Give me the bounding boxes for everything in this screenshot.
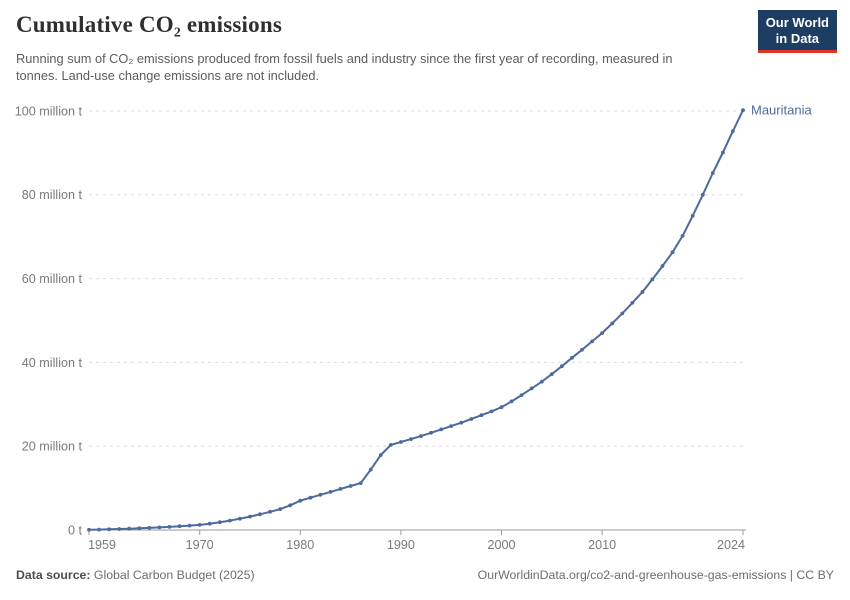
chart-subtitle: Running sum of CO₂ emissions produced fr… (16, 51, 673, 84)
data-point[interactable] (620, 311, 625, 316)
data-point[interactable] (348, 484, 353, 488)
y-tick-label: 20 million t (22, 440, 83, 454)
x-tick-label: 1970 (186, 538, 214, 552)
data-point[interactable] (519, 393, 524, 397)
data-point[interactable] (489, 409, 494, 414)
data-point[interactable] (560, 364, 564, 369)
data-point[interactable] (368, 467, 373, 472)
data-point[interactable] (731, 129, 735, 134)
data-point[interactable] (258, 512, 262, 517)
entity-label[interactable]: Mauritania (751, 103, 812, 118)
y-tick-label: 0 t (68, 523, 83, 537)
data-point[interactable] (600, 331, 604, 335)
data-point[interactable] (690, 213, 695, 218)
data-point[interactable] (97, 527, 101, 532)
data-point[interactable] (449, 424, 454, 428)
data-point[interactable] (529, 386, 534, 391)
data-point[interactable] (469, 417, 474, 421)
data-point[interactable] (298, 498, 303, 503)
data-point[interactable] (187, 523, 192, 528)
data-point[interactable] (429, 430, 433, 435)
data-point[interactable] (710, 171, 715, 175)
data-point[interactable] (439, 427, 444, 432)
footer-link[interactable]: OurWorldinData.org/co2-and-greenhouse-ga… (477, 568, 834, 582)
data-point[interactable] (741, 108, 745, 113)
page-title: Cumulative CO₂ emissions (16, 12, 282, 37)
y-tick-label: 60 million t (22, 272, 83, 286)
y-tick-label: 100 million t (15, 104, 83, 118)
owid-logo-line1: Our World (765, 15, 829, 30)
data-point[interactable] (660, 264, 665, 268)
y-tick-label: 40 million t (22, 356, 83, 370)
data-point[interactable] (157, 525, 162, 530)
data-point[interactable] (197, 523, 202, 527)
data-point[interactable] (167, 525, 172, 529)
data-point[interactable] (539, 379, 544, 384)
data-point[interactable] (650, 277, 655, 282)
data-point[interactable] (680, 234, 685, 238)
data-point[interactable] (147, 526, 152, 530)
data-point[interactable] (549, 372, 554, 376)
data-point[interactable] (217, 520, 222, 525)
x-tick-label: 2010 (588, 538, 616, 552)
x-tick-label: 2000 (488, 538, 516, 552)
data-point[interactable] (388, 443, 393, 447)
data-point[interactable] (399, 440, 403, 444)
data-point[interactable] (238, 516, 242, 521)
owid-logo[interactable]: Our World in Data (757, 10, 837, 54)
data-point[interactable] (580, 347, 584, 352)
data-point[interactable] (288, 503, 293, 508)
data-point[interactable] (278, 507, 283, 511)
data-point[interactable] (308, 495, 313, 500)
data-point[interactable] (419, 434, 423, 438)
data-point[interactable] (248, 514, 252, 519)
data-point[interactable] (107, 527, 111, 532)
data-point[interactable] (137, 526, 142, 531)
data-point[interactable] (570, 355, 574, 360)
data-point[interactable] (630, 301, 635, 305)
data-point[interactable] (700, 192, 705, 197)
data-point[interactable] (338, 487, 343, 491)
data-point[interactable] (499, 405, 504, 410)
x-tick-label: 1959 (88, 538, 116, 552)
data-point[interactable] (328, 490, 333, 494)
data-source-label: Data source: (16, 568, 91, 582)
data-point[interactable] (177, 524, 182, 529)
x-tick-label: 1990 (387, 538, 415, 552)
data-point[interactable] (721, 150, 725, 155)
data-point[interactable] (378, 453, 383, 457)
data-point[interactable] (207, 521, 212, 526)
owid-logo-line2: in Data (775, 30, 820, 46)
y-tick-label: 80 million t (22, 188, 83, 202)
data-point[interactable] (268, 509, 272, 514)
data-point[interactable] (409, 437, 413, 441)
data-point[interactable] (590, 339, 594, 344)
data-point[interactable] (358, 481, 363, 485)
data-point[interactable] (459, 420, 464, 425)
data-point[interactable] (479, 413, 484, 418)
data-point[interactable] (670, 250, 675, 255)
data-point[interactable] (610, 321, 615, 326)
data-point[interactable] (87, 527, 91, 532)
data-point[interactable] (228, 518, 232, 523)
data-point[interactable] (117, 527, 122, 531)
data-source-value: Global Carbon Budget (2025) (93, 568, 255, 582)
data-point[interactable] (127, 526, 132, 531)
data-point[interactable] (640, 290, 645, 294)
mauritania-line[interactable] (88, 109, 744, 531)
data-point[interactable] (509, 399, 514, 404)
data-source[interactable]: Data source: Global Carbon Budget (2025) (16, 568, 255, 582)
x-tick-label: 2024 (717, 538, 745, 552)
x-tick-label: 1980 (286, 538, 314, 552)
data-point[interactable] (318, 492, 323, 497)
